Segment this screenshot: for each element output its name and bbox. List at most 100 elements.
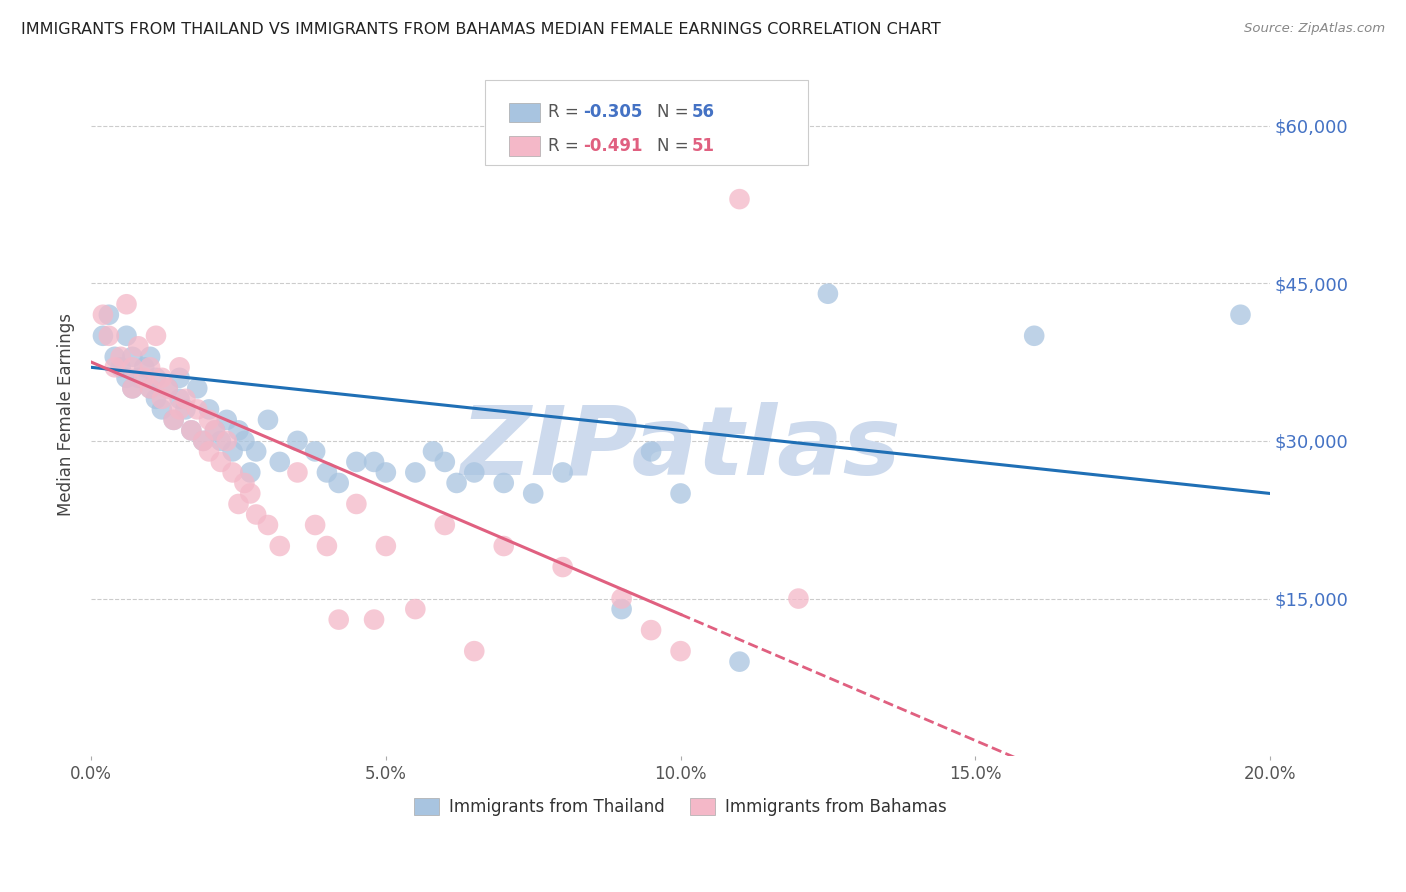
Point bbox=[121, 350, 143, 364]
Point bbox=[145, 392, 167, 406]
Point bbox=[551, 560, 574, 574]
Point bbox=[156, 381, 179, 395]
Point bbox=[1024, 328, 1046, 343]
Point bbox=[304, 518, 326, 533]
Point bbox=[363, 613, 385, 627]
Point bbox=[115, 328, 138, 343]
Point bbox=[110, 360, 132, 375]
Point bbox=[127, 371, 149, 385]
Point bbox=[374, 539, 396, 553]
Point bbox=[245, 444, 267, 458]
Point bbox=[215, 413, 238, 427]
Point bbox=[156, 381, 179, 395]
Text: -0.491: -0.491 bbox=[583, 137, 643, 155]
Point bbox=[551, 466, 574, 480]
Text: 51: 51 bbox=[692, 137, 714, 155]
Point bbox=[640, 623, 662, 637]
Point bbox=[134, 360, 156, 375]
Point bbox=[728, 655, 751, 669]
Point bbox=[186, 402, 208, 417]
Point bbox=[239, 466, 262, 480]
Point bbox=[463, 644, 485, 658]
Text: ZIPatlas: ZIPatlas bbox=[460, 402, 901, 495]
Point bbox=[180, 423, 202, 437]
Point bbox=[97, 308, 120, 322]
Text: R =: R = bbox=[548, 137, 585, 155]
Point bbox=[522, 486, 544, 500]
Point bbox=[174, 402, 197, 417]
Point bbox=[204, 423, 226, 437]
Point bbox=[97, 328, 120, 343]
Point bbox=[492, 539, 515, 553]
Text: -0.305: -0.305 bbox=[583, 103, 643, 121]
Point bbox=[404, 602, 426, 616]
Point bbox=[174, 392, 197, 406]
Point bbox=[198, 444, 221, 458]
Point bbox=[191, 434, 214, 448]
Point bbox=[269, 455, 291, 469]
Point bbox=[433, 455, 456, 469]
Point bbox=[169, 392, 191, 406]
Point bbox=[228, 497, 250, 511]
Point bbox=[233, 475, 256, 490]
Point bbox=[91, 328, 114, 343]
Point bbox=[610, 602, 633, 616]
Point bbox=[198, 402, 221, 417]
Point bbox=[145, 328, 167, 343]
Point bbox=[404, 466, 426, 480]
Point bbox=[150, 392, 173, 406]
Text: IMMIGRANTS FROM THAILAND VS IMMIGRANTS FROM BAHAMAS MEDIAN FEMALE EARNINGS CORRE: IMMIGRANTS FROM THAILAND VS IMMIGRANTS F… bbox=[21, 22, 941, 37]
Text: Source: ZipAtlas.com: Source: ZipAtlas.com bbox=[1244, 22, 1385, 36]
Point bbox=[669, 486, 692, 500]
Point bbox=[817, 286, 839, 301]
Point bbox=[363, 455, 385, 469]
Point bbox=[169, 360, 191, 375]
Point bbox=[287, 466, 309, 480]
Point bbox=[257, 518, 280, 533]
Point bbox=[344, 497, 367, 511]
Point bbox=[728, 192, 751, 206]
Point bbox=[127, 339, 149, 353]
Point bbox=[245, 508, 267, 522]
Point bbox=[304, 444, 326, 458]
Point bbox=[640, 444, 662, 458]
Text: 56: 56 bbox=[692, 103, 714, 121]
Point bbox=[257, 413, 280, 427]
Point bbox=[169, 371, 191, 385]
Point bbox=[316, 539, 339, 553]
Point bbox=[233, 434, 256, 448]
Point bbox=[209, 434, 232, 448]
Point bbox=[344, 455, 367, 469]
Point bbox=[669, 644, 692, 658]
Point bbox=[104, 350, 127, 364]
Point bbox=[91, 308, 114, 322]
Point bbox=[221, 444, 243, 458]
Point bbox=[186, 381, 208, 395]
Text: N =: N = bbox=[657, 137, 693, 155]
Point bbox=[610, 591, 633, 606]
Point bbox=[374, 466, 396, 480]
Point bbox=[121, 360, 143, 375]
Point bbox=[180, 423, 202, 437]
Text: N =: N = bbox=[657, 103, 693, 121]
Point bbox=[150, 402, 173, 417]
Point bbox=[110, 350, 132, 364]
Point bbox=[163, 413, 186, 427]
Point bbox=[422, 444, 444, 458]
Legend: Immigrants from Thailand, Immigrants from Bahamas: Immigrants from Thailand, Immigrants fro… bbox=[408, 791, 953, 823]
Point bbox=[139, 381, 162, 395]
Point bbox=[198, 413, 221, 427]
Point bbox=[121, 381, 143, 395]
Y-axis label: Median Female Earnings: Median Female Earnings bbox=[58, 313, 75, 516]
Point bbox=[269, 539, 291, 553]
Point bbox=[204, 423, 226, 437]
Point bbox=[163, 413, 186, 427]
Point bbox=[150, 371, 173, 385]
Point bbox=[1229, 308, 1251, 322]
Text: R =: R = bbox=[548, 103, 585, 121]
Point bbox=[139, 360, 162, 375]
Point bbox=[787, 591, 810, 606]
Point bbox=[169, 402, 191, 417]
Point bbox=[433, 518, 456, 533]
Point bbox=[328, 613, 350, 627]
